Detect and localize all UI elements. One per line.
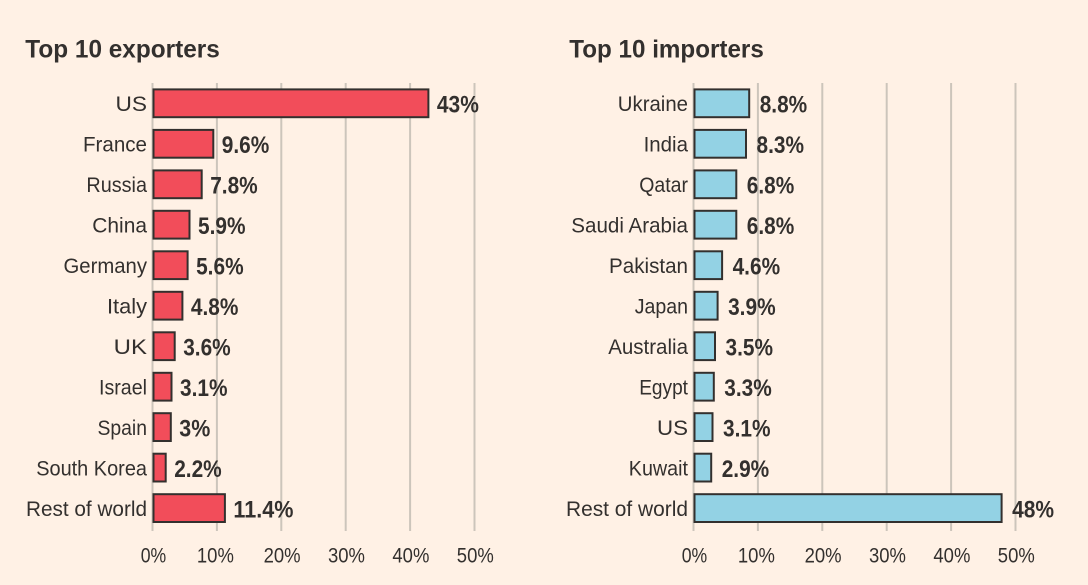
svg-text:Rest of world: Rest of world <box>566 497 688 521</box>
svg-text:2.2%: 2.2% <box>174 456 222 483</box>
svg-text:4.8%: 4.8% <box>191 294 239 321</box>
svg-text:3%: 3% <box>179 415 210 442</box>
svg-text:43%: 43% <box>437 92 479 119</box>
svg-text:Rest of world: Rest of world <box>26 497 147 521</box>
svg-text:China: China <box>92 213 147 237</box>
svg-text:Ukraine: Ukraine <box>618 92 688 116</box>
svg-text:30%: 30% <box>328 544 365 568</box>
svg-text:3.5%: 3.5% <box>726 334 774 361</box>
svg-text:8.8%: 8.8% <box>760 92 808 119</box>
svg-text:Saudi Arabia: Saudi Arabia <box>571 213 688 237</box>
svg-text:US: US <box>657 416 688 440</box>
svg-text:Top 10 exporters: Top 10 exporters <box>25 36 220 64</box>
svg-text:UK: UK <box>114 335 148 359</box>
svg-text:0%: 0% <box>141 544 167 568</box>
svg-text:US: US <box>116 92 148 116</box>
svg-text:Pakistan: Pakistan <box>609 254 688 278</box>
svg-text:3.1%: 3.1% <box>723 415 771 442</box>
svg-text:South Korea: South Korea <box>36 456 147 480</box>
svg-text:5.9%: 5.9% <box>198 213 246 240</box>
svg-text:Italy: Italy <box>107 294 147 318</box>
svg-text:Qatar: Qatar <box>639 173 688 197</box>
svg-text:30%: 30% <box>869 544 906 568</box>
svg-text:48%: 48% <box>1012 496 1054 523</box>
svg-text:Germany: Germany <box>64 254 148 278</box>
svg-text:20%: 20% <box>264 544 301 568</box>
svg-text:50%: 50% <box>998 544 1035 568</box>
svg-text:20%: 20% <box>805 544 842 568</box>
svg-text:3.9%: 3.9% <box>728 294 776 321</box>
svg-text:6.8%: 6.8% <box>747 213 795 240</box>
svg-text:9.6%: 9.6% <box>222 132 269 159</box>
svg-text:50%: 50% <box>457 544 494 568</box>
svg-text:Australia: Australia <box>608 335 688 359</box>
svg-text:Egypt: Egypt <box>639 375 688 399</box>
svg-text:Kuwait: Kuwait <box>629 456 688 480</box>
svg-text:40%: 40% <box>933 544 970 568</box>
svg-text:France: France <box>83 133 147 157</box>
svg-text:8.3%: 8.3% <box>757 132 805 159</box>
svg-text:Israel: Israel <box>99 375 147 399</box>
svg-text:3.1%: 3.1% <box>180 375 228 402</box>
svg-text:5.6%: 5.6% <box>196 253 244 280</box>
svg-text:Spain: Spain <box>98 416 148 440</box>
svg-text:40%: 40% <box>392 544 429 568</box>
svg-text:7.8%: 7.8% <box>210 173 258 200</box>
svg-text:3.6%: 3.6% <box>183 334 231 361</box>
svg-text:3.3%: 3.3% <box>724 375 772 402</box>
svg-text:6.8%: 6.8% <box>747 173 795 200</box>
svg-text:10%: 10% <box>197 544 234 568</box>
svg-text:2.9%: 2.9% <box>722 456 770 483</box>
svg-text:10%: 10% <box>738 544 775 568</box>
svg-text:India: India <box>644 133 688 157</box>
svg-text:Russia: Russia <box>86 173 147 197</box>
svg-text:Top 10 importers: Top 10 importers <box>569 36 764 64</box>
svg-text:0%: 0% <box>682 544 708 568</box>
svg-text:4.6%: 4.6% <box>733 253 781 280</box>
svg-text:Japan: Japan <box>635 294 688 318</box>
svg-text:11.4%: 11.4% <box>233 496 293 523</box>
